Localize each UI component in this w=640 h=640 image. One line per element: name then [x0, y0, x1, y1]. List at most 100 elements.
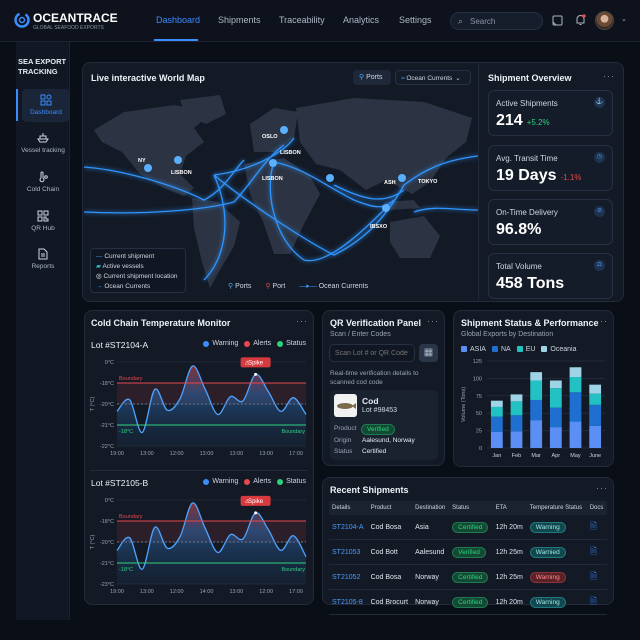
nav-traceability[interactable]: Traceability [279, 15, 325, 25]
more-icon[interactable]: ··· [296, 316, 308, 326]
chart-title: Shipment Status & Performance [461, 318, 599, 328]
cast-icon[interactable] [552, 15, 563, 26]
x-tick-label: May [570, 453, 581, 459]
bar-segment-na[interactable] [549, 407, 562, 428]
scale-icon: ⚖ [594, 260, 605, 271]
bar-segment-eu[interactable] [530, 380, 543, 400]
bar-segment-oceania[interactable] [549, 380, 562, 389]
y-axis-label: T (°C) [90, 535, 96, 550]
document-icon[interactable]: 🗎 [589, 521, 597, 531]
bar-segment-na[interactable] [589, 404, 602, 426]
x-tick-label: 17:00 [289, 451, 303, 457]
shipment-id-link[interactable]: ST2105-8 [329, 589, 368, 615]
shipment-id-link[interactable]: ST21053 [329, 539, 368, 565]
y-tick-label: 0 [479, 446, 482, 452]
chevron-down-icon[interactable]: ⌄ [621, 16, 627, 23]
user-avatar[interactable] [595, 11, 614, 30]
bar-segment-eu[interactable] [549, 388, 562, 408]
world-map[interactable]: OSLO LISBON NY LISBON LISBON ASH TOKYO I… [84, 90, 478, 300]
bar-segment-asia[interactable] [490, 431, 503, 448]
ocean-currents-dropdown[interactable]: ≈ Ocean Currents ⌄ [395, 70, 471, 85]
shipment-id-link[interactable]: ST2104-A [329, 515, 368, 540]
shipment-id-link[interactable]: ST21052 [329, 564, 368, 590]
y-tick-label: -21°C [100, 561, 114, 567]
nav-shipments[interactable]: Shipments [218, 15, 261, 25]
line-icon: — [96, 253, 105, 260]
bar-segment-eu[interactable] [490, 406, 503, 417]
chevron-down-icon: ⌄ [455, 75, 461, 82]
bar-segment-asia[interactable] [549, 427, 562, 448]
boundary-label: Boundary [119, 514, 143, 520]
overview-title: Shipment Overview [488, 73, 572, 83]
bar-segment-eu[interactable] [569, 377, 582, 393]
bar-segment-na[interactable] [569, 392, 582, 422]
destination: Asia [412, 515, 450, 540]
port-markers[interactable] [144, 126, 406, 212]
bar-segment-eu[interactable] [589, 393, 602, 405]
search-input[interactable]: ⌕ Search [450, 12, 543, 30]
temperature-line [116, 365, 307, 434]
lot-number: Lot #98453 [362, 407, 398, 414]
status-badge: Certified [452, 596, 489, 608]
status-badge: Verified [452, 546, 486, 558]
divider [90, 470, 308, 471]
y-tick-label: -18°C [100, 381, 114, 387]
spike-badge [240, 357, 271, 368]
more-icon[interactable]: ··· [603, 71, 615, 81]
chart-subtitle: Global Exports by Destination [461, 331, 554, 338]
notification-bell-icon[interactable] [575, 14, 586, 26]
nav-settings[interactable]: Settings [399, 15, 432, 25]
x-tick-label: 14:00 [200, 589, 214, 595]
status-badge: Certified [452, 571, 489, 583]
more-icon[interactable]: ··· [596, 316, 608, 326]
legend-item: Alerts [244, 340, 271, 347]
qr-title: QR Verification Panel [330, 318, 422, 328]
bar-segment-asia[interactable] [510, 431, 523, 448]
x-tick-label: 12:00 [170, 451, 184, 457]
y-tick-label: 50 [476, 411, 482, 417]
document-icon[interactable]: 🗎 [589, 596, 597, 606]
ports-button[interactable]: ⚲ Ports [353, 70, 391, 85]
sidebar-item-cold-chain[interactable]: Cold Chain [16, 171, 70, 193]
scan-qr-button[interactable]: ▦ [419, 344, 438, 362]
more-icon[interactable]: ··· [596, 483, 608, 493]
bar-segment-na[interactable] [490, 416, 503, 432]
bar-segment-na[interactable] [530, 399, 543, 421]
sidebar-item-vessel-tracking[interactable]: Vessel tracking [16, 132, 70, 154]
nav-dashboard[interactable]: Dashboard [156, 15, 201, 25]
bar-segment-oceania[interactable] [589, 384, 602, 394]
bar-segment-oceania[interactable] [490, 400, 503, 407]
port-label: LISBON [262, 176, 283, 182]
bar-segment-oceania[interactable] [569, 367, 582, 378]
chart-legend: Warning Alerts Status [197, 478, 306, 487]
sidebar-item-reports[interactable]: Reports [16, 248, 70, 270]
table-row[interactable]: ST21053 Cod Bott Aalesund Verified 12h 25m Wa… [329, 539, 607, 565]
sidebar-item-qr-hub[interactable]: QR Hub [16, 210, 70, 232]
table-row[interactable]: ST21052 Cod Bosa Norway Certified 12h 25m War… [329, 564, 607, 590]
nav-analytics[interactable]: Analytics [343, 15, 380, 25]
spike-badge [240, 495, 271, 506]
sidebar-item-dashboard[interactable]: Dashboard [22, 89, 70, 122]
bar-segment-eu[interactable] [510, 401, 523, 416]
document-icon[interactable]: 🗎 [589, 571, 597, 581]
y-axis-label: T (°C) [90, 397, 96, 412]
bar-segment-asia[interactable] [589, 425, 602, 448]
bar-segment-na[interactable] [510, 415, 523, 432]
x-tick-label: 17:00 [289, 589, 303, 595]
product: Cod Brocurt [367, 589, 413, 615]
bar-segment-asia[interactable] [569, 421, 582, 448]
table-row[interactable]: ST2104-A Cod Bosa Asia Certified 12h 20m Warn… [329, 515, 607, 540]
document-icon[interactable]: 🗎 [589, 546, 597, 556]
bar-segment-oceania[interactable] [510, 394, 523, 402]
column-header: Details [329, 501, 368, 515]
y-tick-label: 0°C [105, 360, 114, 366]
bar-segment-asia[interactable] [530, 420, 543, 448]
more-icon[interactable]: ··· [427, 316, 439, 326]
table-row[interactable]: ST2105-8 Cod Brocurt Norway Certified 12h 20… [329, 589, 607, 615]
port-label: ASH [384, 180, 396, 186]
qr-code-input[interactable] [329, 344, 415, 362]
kpi-on-time-delivery: On-Time Delivery ⊘ 96.8% [488, 199, 613, 245]
brand-name: OCEANTRACE [33, 11, 118, 25]
temperature-status-badge: Warning [529, 596, 566, 608]
bar-segment-oceania[interactable] [530, 372, 543, 381]
